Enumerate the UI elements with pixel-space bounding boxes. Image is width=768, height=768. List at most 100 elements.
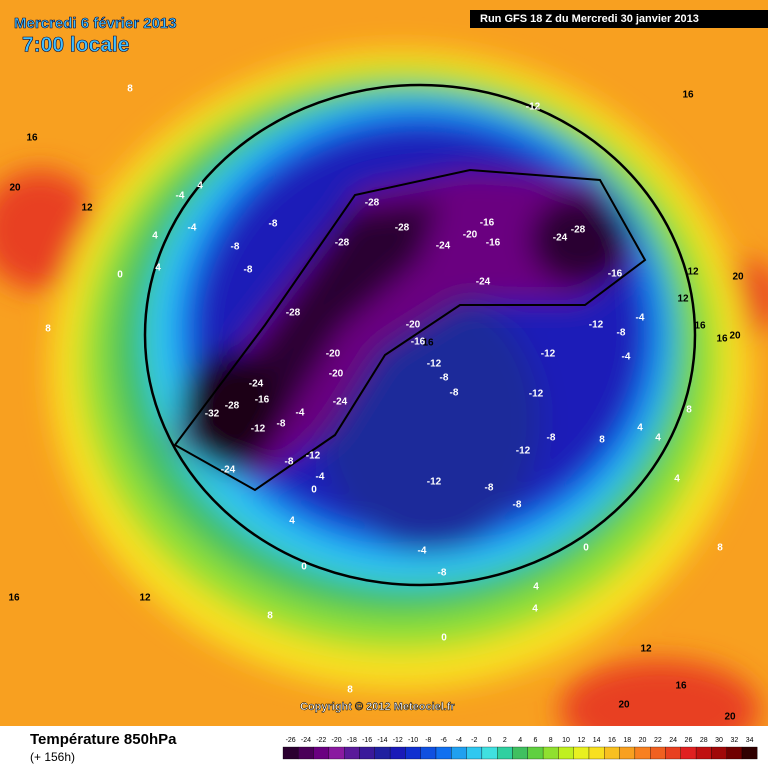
contour-label: 20 <box>729 331 741 342</box>
contour-label: -12 <box>541 349 556 360</box>
legend-swatch <box>604 746 620 760</box>
contour-label: 8 <box>717 543 723 554</box>
color-legend: -26 -24 -22 -20 -18 -16 -14 -12 -10 -8 -6 -4 -2 0 2 4 6 8… <box>282 737 758 760</box>
contour-label: -20 <box>326 349 341 360</box>
contour-label: -24 <box>221 465 236 476</box>
contour-label: 4 <box>655 433 661 444</box>
contour-label: -32 <box>205 409 220 420</box>
contour-label: -4 <box>636 313 645 324</box>
contour-label: 4 <box>532 604 538 615</box>
contour-label: -20 <box>329 369 344 380</box>
contour-label: -24 <box>333 397 348 408</box>
legend-tick-label: 22 <box>654 737 662 744</box>
legend-tick-label: -24 <box>301 737 311 744</box>
contour-label: -28 <box>365 198 380 209</box>
contour-label: -4 <box>622 352 631 363</box>
contour-label: 4 <box>533 582 539 593</box>
contour-label: 0 <box>311 485 317 496</box>
legend-tick-label: 8 <box>549 737 553 744</box>
contour-label: -28 <box>395 223 410 234</box>
legend-swatch <box>359 746 375 760</box>
contour-label: -8 <box>485 483 494 494</box>
contour-label: 8 <box>686 405 692 416</box>
legend-swatch <box>451 746 467 760</box>
legend-tick-label: -26 <box>286 737 296 744</box>
contour-label: 0 <box>583 543 589 554</box>
legend-swatch <box>328 746 345 760</box>
legend-swatch <box>558 746 574 760</box>
legend-swatch <box>497 746 513 760</box>
legend-tick-label: -4 <box>456 737 462 744</box>
forecast-time: 7:00 locale <box>22 34 129 57</box>
legend-swatch <box>665 746 681 760</box>
legend-swatch <box>389 746 406 760</box>
contour-label: 4 <box>197 181 203 192</box>
contour-label: 12 <box>677 294 689 305</box>
contour-label: -24 <box>553 233 568 244</box>
legend-tick-label: 12 <box>577 737 585 744</box>
legend-swatch <box>650 746 666 760</box>
legend-swatch <box>420 746 437 760</box>
contour-label: -8 <box>244 265 253 276</box>
legend-tick-label: 2 <box>503 737 507 744</box>
contour-label: -8 <box>450 388 459 399</box>
legend-tick-label: 10 <box>562 737 570 744</box>
legend-tick-label: -16 <box>362 737 372 744</box>
contour-label: 12 <box>687 267 699 278</box>
contour-label: 4 <box>674 474 680 485</box>
contour-label: -8 <box>269 219 278 230</box>
legend-tick-label: 26 <box>685 737 693 744</box>
legend-tick-label: -22 <box>316 737 326 744</box>
legend-swatch <box>435 746 452 760</box>
contour-label: 0 <box>441 633 447 644</box>
legend-swatch <box>588 746 605 760</box>
legend-tick-label: 20 <box>639 737 647 744</box>
contour-label: -12 <box>427 359 442 370</box>
contour-label: 16 <box>26 133 38 144</box>
forecast-date: Mercredi 6 février 2013 <box>14 15 177 32</box>
contour-label: 16 <box>716 334 728 345</box>
contour-label: 0 <box>117 270 123 281</box>
contour-label: -16 <box>486 238 501 249</box>
legend-tick-label: -10 <box>408 737 418 744</box>
contour-label: -20 <box>463 230 478 241</box>
contour-label: 20 <box>9 183 21 194</box>
legend-tick-label: 14 <box>593 737 601 744</box>
legend-swatch <box>298 746 314 760</box>
legend-swatch <box>481 746 498 760</box>
contour-label: -28 <box>335 238 350 249</box>
contour-label: -4 <box>188 223 197 234</box>
legend-tick-label: -2 <box>471 737 477 744</box>
contour-label: 8 <box>127 84 133 95</box>
contour-label: -8 <box>231 242 240 253</box>
legend-swatch <box>344 746 360 760</box>
contour-label: -4 <box>316 472 325 483</box>
legend-tick-label: 16 <box>608 737 616 744</box>
contour-label: -12 <box>251 424 266 435</box>
contour-label: 16 <box>8 593 20 604</box>
legend-tick-label: 28 <box>700 737 708 744</box>
contour-label: -12 <box>589 320 604 331</box>
run-box <box>470 10 768 28</box>
contour-label: 20 <box>724 712 736 723</box>
legend-swatch <box>741 746 758 760</box>
contour-label: -12 <box>529 389 544 400</box>
legend-tick-label: -12 <box>393 737 403 744</box>
contour-label: 0 <box>301 562 307 573</box>
legend-tick-label: 30 <box>715 737 723 744</box>
contour-label: -12 <box>306 451 321 462</box>
contour-label: -4 <box>296 408 305 419</box>
copyright: Copyright © 2012 Meteociel.fr <box>300 701 456 713</box>
contour-label: -4 <box>418 546 427 557</box>
contour-label: -24 <box>436 241 451 252</box>
contour-label: 12 <box>139 593 151 604</box>
contour-label: -28 <box>286 308 301 319</box>
legend-swatch <box>527 746 544 760</box>
contour-label: 4 <box>289 516 295 527</box>
contour-label: 16 <box>675 681 687 692</box>
legend-swatch <box>542 746 559 760</box>
